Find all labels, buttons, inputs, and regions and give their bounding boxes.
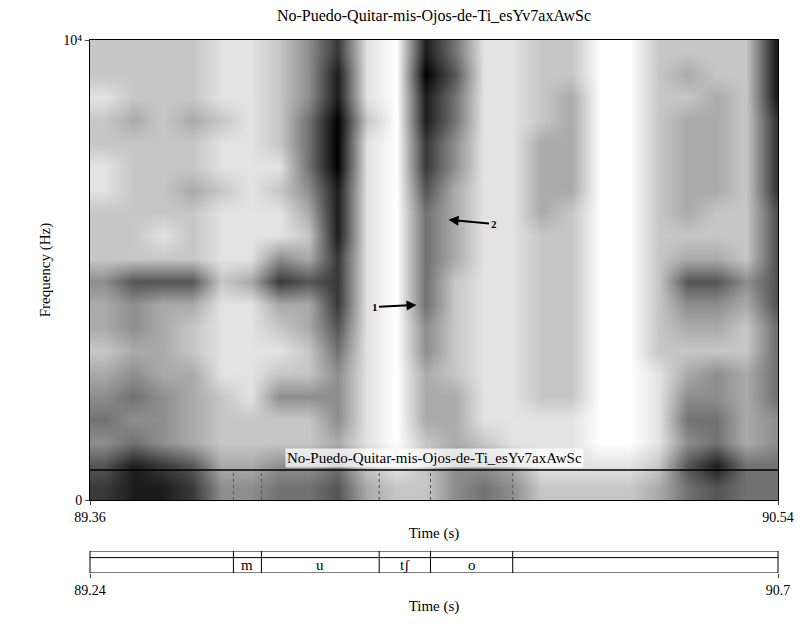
svg-text:u: u [316,557,324,573]
svg-text:89.36: 89.36 [74,510,106,525]
svg-text:No-Puedo-Quitar-mis-Ojos-de-Ti: No-Puedo-Quitar-mis-Ojos-de-Ti_esYv7axAw… [277,7,591,25]
svg-text:0: 0 [75,493,82,508]
svg-text:90.54: 90.54 [762,510,794,525]
svg-text:90.7: 90.7 [766,583,791,598]
svg-text:89.24: 89.24 [74,583,106,598]
svg-text:Frequency (Hz): Frequency (Hz) [37,223,54,318]
svg-text:10⁴: 10⁴ [63,33,82,48]
svg-text:No-Puedo-Quitar-mis-Ojos-de-Ti: No-Puedo-Quitar-mis-Ojos-de-Ti_esYv7axAw… [287,450,582,466]
svg-text:o: o [468,557,476,573]
svg-text:Time (s): Time (s) [409,525,460,542]
svg-text:2: 2 [491,218,497,230]
svg-text:Time (s): Time (s) [409,598,460,615]
svg-text:1: 1 [372,301,378,313]
svg-text:m: m [241,557,253,573]
svg-text:tʃ: tʃ [400,557,410,573]
